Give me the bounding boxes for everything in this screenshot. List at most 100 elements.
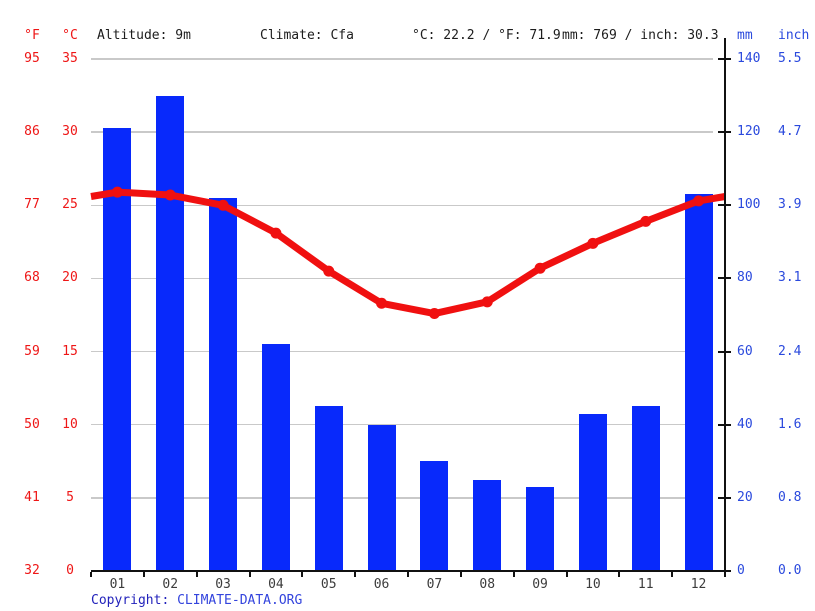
bottom-axis-tick <box>512 572 515 577</box>
bottom-axis-line <box>91 570 727 572</box>
celsius-tick-label: 30 <box>62 124 78 140</box>
fahrenheit-tick-label: 86 <box>24 124 40 140</box>
temperature-summary-text: °C: 22.2 / °F: 71.9 <box>412 28 561 43</box>
temperature-point-11 <box>640 215 652 227</box>
month-label-10: 10 <box>585 577 601 592</box>
month-label-12: 12 <box>690 577 707 592</box>
fahrenheit-tick-label: 68 <box>24 270 40 286</box>
fahrenheit-tick-label: 59 <box>24 343 40 359</box>
celsius-tick-label: 5 <box>66 489 74 505</box>
temperature-point-02 <box>164 189 176 201</box>
copyright: Copyright: CLIMATE-DATA.ORG <box>91 593 302 609</box>
precipitation-bar-09 <box>526 486 555 571</box>
fahrenheit-tick-label: 77 <box>24 197 40 213</box>
bottom-axis-tick <box>671 572 674 577</box>
celsius-tick-label: 15 <box>62 343 78 359</box>
precipitation-bar-04 <box>261 344 290 571</box>
gridline <box>91 131 713 133</box>
bottom-axis-tick <box>618 572 621 577</box>
precipitation-bar-03 <box>209 197 238 571</box>
gridline <box>91 350 713 353</box>
right-axis-tick <box>718 58 731 60</box>
precipitation-bar-06 <box>367 424 396 571</box>
temperature-point-03 <box>217 199 229 211</box>
right-axis-tick <box>718 131 731 134</box>
mm-tick-label: 60 <box>737 343 753 359</box>
fahrenheit-tick-label: 95 <box>24 51 40 66</box>
precipitation-bar-08 <box>473 479 502 571</box>
temperature-point-10 <box>587 237 599 249</box>
plot-area <box>90 58 726 571</box>
inch-tick-label: 3.9 <box>778 197 802 213</box>
gridline <box>91 423 713 426</box>
temperature-point-06 <box>376 297 388 309</box>
right-axis-tick <box>718 277 731 280</box>
inch-tick-label: 0.0 <box>778 563 802 578</box>
bottom-axis-tick <box>354 572 357 577</box>
month-label-06: 06 <box>373 577 390 592</box>
gridline <box>91 204 713 207</box>
precipitation-bar-07 <box>420 461 449 571</box>
bottom-axis-tick <box>301 572 304 577</box>
temperature-line <box>90 188 726 318</box>
bottom-axis-tick <box>142 572 145 577</box>
inch-tick-label: 1.6 <box>778 416 802 432</box>
bottom-axis-tick <box>248 572 251 577</box>
month-label-07: 07 <box>426 577 443 592</box>
copyright-label: Copyright: <box>91 593 178 608</box>
right-axis-tick <box>718 496 731 499</box>
mm-tick-label: 40 <box>737 416 753 432</box>
month-label-08: 08 <box>479 577 496 592</box>
temperature-point-01 <box>111 186 123 198</box>
precipitation-bar-11 <box>631 406 660 571</box>
right-axis-tick <box>718 350 731 353</box>
gridline <box>91 58 713 60</box>
month-label-03: 03 <box>215 577 231 592</box>
bottom-axis-tick <box>724 572 726 577</box>
mm-tick-label: 120 <box>737 124 761 140</box>
mm-tick-label: 0 <box>737 563 745 578</box>
precipitation-bar-02 <box>156 95 185 571</box>
altitude-text: Altitude: 9m <box>97 28 191 43</box>
temperature-point-08 <box>481 296 493 308</box>
temperature-point-09 <box>534 262 546 274</box>
gridline <box>91 277 713 280</box>
month-label-04: 04 <box>268 577 284 592</box>
precipitation-summary-text: mm: 769 / inch: 30.3 <box>562 28 719 43</box>
temperature-point-05 <box>323 265 335 277</box>
inch-tick-label: 2.4 <box>778 343 802 359</box>
right-axis-line <box>724 38 726 571</box>
inch-tick-label: 0.8 <box>778 489 802 505</box>
mm-axis-title: mm <box>737 28 753 43</box>
bottom-axis-tick <box>90 572 92 577</box>
fahrenheit-axis-title: °F <box>24 28 40 43</box>
bottom-axis-tick <box>407 572 409 577</box>
mm-tick-label: 80 <box>737 270 753 286</box>
temperature-line-chart <box>90 186 726 320</box>
bottom-axis-tick <box>459 572 462 577</box>
month-label-11: 11 <box>637 577 654 592</box>
climate-classification-text: Climate: Cfa <box>260 28 354 43</box>
precipitation-bar-12 <box>684 194 713 571</box>
fahrenheit-tick-label: 41 <box>24 489 40 505</box>
copyright-link[interactable]: CLIMATE-DATA.ORG <box>177 593 303 608</box>
month-label-09: 09 <box>532 577 548 592</box>
temperature-point-12 <box>693 195 705 207</box>
mm-tick-label: 100 <box>737 197 761 213</box>
celsius-axis-title: °C <box>62 28 78 43</box>
bottom-axis-tick <box>565 572 568 577</box>
celsius-tick-label: 35 <box>62 51 78 66</box>
inch-tick-label: 4.7 <box>778 124 802 140</box>
month-label-01: 01 <box>109 577 126 592</box>
fahrenheit-tick-label: 32 <box>24 563 40 578</box>
right-axis-tick <box>718 204 731 207</box>
right-axis-tick <box>718 570 731 572</box>
month-label-02: 02 <box>162 577 179 592</box>
mm-tick-label: 20 <box>737 489 753 505</box>
temperature-point-04 <box>270 227 282 239</box>
fahrenheit-tick-label: 50 <box>24 416 40 432</box>
precipitation-bar-01 <box>103 128 132 571</box>
inch-tick-label: 5.5 <box>778 51 802 66</box>
month-label-05: 05 <box>320 577 337 592</box>
